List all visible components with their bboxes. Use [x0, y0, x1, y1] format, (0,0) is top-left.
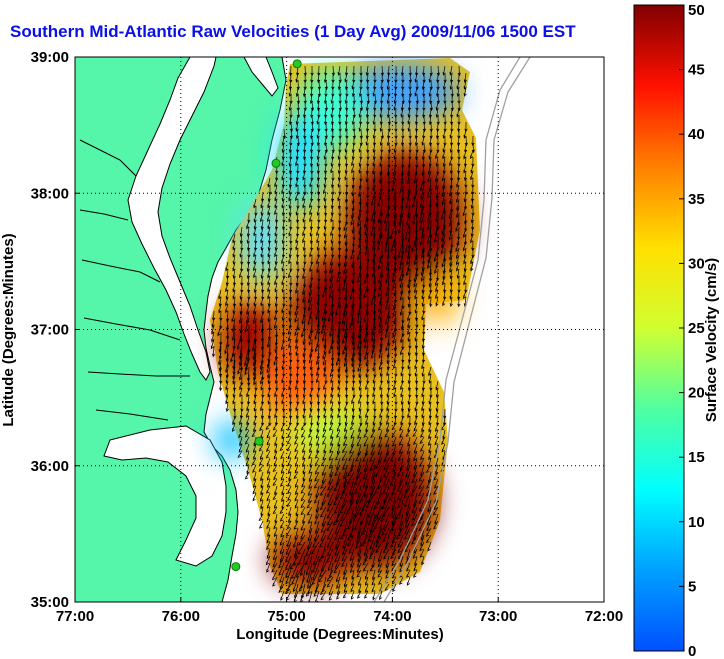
colorbar-tick-label: 10 — [688, 514, 705, 531]
radar-site-marker — [231, 562, 241, 572]
arrow-glyphs — [210, 65, 475, 602]
x-tick-label: 73:00 — [479, 608, 517, 625]
colorbar-tick-label: 0 — [688, 643, 696, 659]
colorbar-tick-label: 15 — [688, 449, 705, 466]
x-axis-ticks: 77:00 76:00 75:00 74:00 73:00 72:00 — [56, 597, 623, 625]
y-tick-label: 36:00 — [31, 458, 69, 475]
bathymetry-contours — [373, 57, 531, 602]
x-tick-label: 74:00 — [373, 608, 411, 625]
chesapeake-bay — [127, 57, 217, 381]
colorbar-tick-label: 35 — [688, 191, 705, 208]
colorbar — [633, 4, 685, 652]
y-axis-ticks: 35:00 36:00 37:00 38:00 39:00 — [31, 49, 80, 611]
radar-site-marker — [292, 59, 302, 69]
y-tick-label: 39:00 — [31, 49, 69, 66]
x-tick-label: 76:00 — [162, 608, 200, 625]
colorbar-tick-label: 45 — [688, 62, 705, 79]
velocity-arrows — [210, 65, 475, 602]
colorbar-tick-label: 40 — [688, 126, 705, 143]
pamlico-sound — [103, 425, 227, 567]
colorbar-tick-label: 25 — [688, 320, 705, 337]
colorbar-tick-label: 30 — [688, 255, 705, 272]
grid-lines — [75, 57, 604, 602]
y-axis-label: Latitude (Degrees:Minutes) — [0, 233, 17, 426]
y-tick-label: 37:00 — [31, 322, 69, 339]
chart-title: Southern Mid-Atlantic Raw Velocities (1 … — [10, 22, 576, 41]
radar-sites — [231, 59, 302, 572]
y-tick-label: 35:00 — [31, 594, 69, 611]
colorbar-tick-label: 20 — [688, 385, 705, 402]
x-axis-label: Longitude (Degrees:Minutes) — [236, 626, 444, 643]
x-tick-label: 77:00 — [56, 608, 94, 625]
colorbar-tick-label: 5 — [688, 578, 696, 595]
colorbar-tick-label: 50 — [688, 2, 705, 19]
x-tick-label: 75:00 — [267, 608, 305, 625]
radar-site-marker — [271, 158, 281, 168]
y-tick-label: 38:00 — [31, 185, 69, 202]
delaware-bay — [243, 57, 279, 97]
x-tick-label: 72:00 — [585, 608, 623, 625]
colorbar-label: Surface Velocity (cm/s) — [703, 258, 720, 422]
colorbar-ticks: 0 5 10 15 20 25 30 35 40 45 50 — [679, 2, 705, 659]
radar-site-marker — [254, 436, 264, 446]
